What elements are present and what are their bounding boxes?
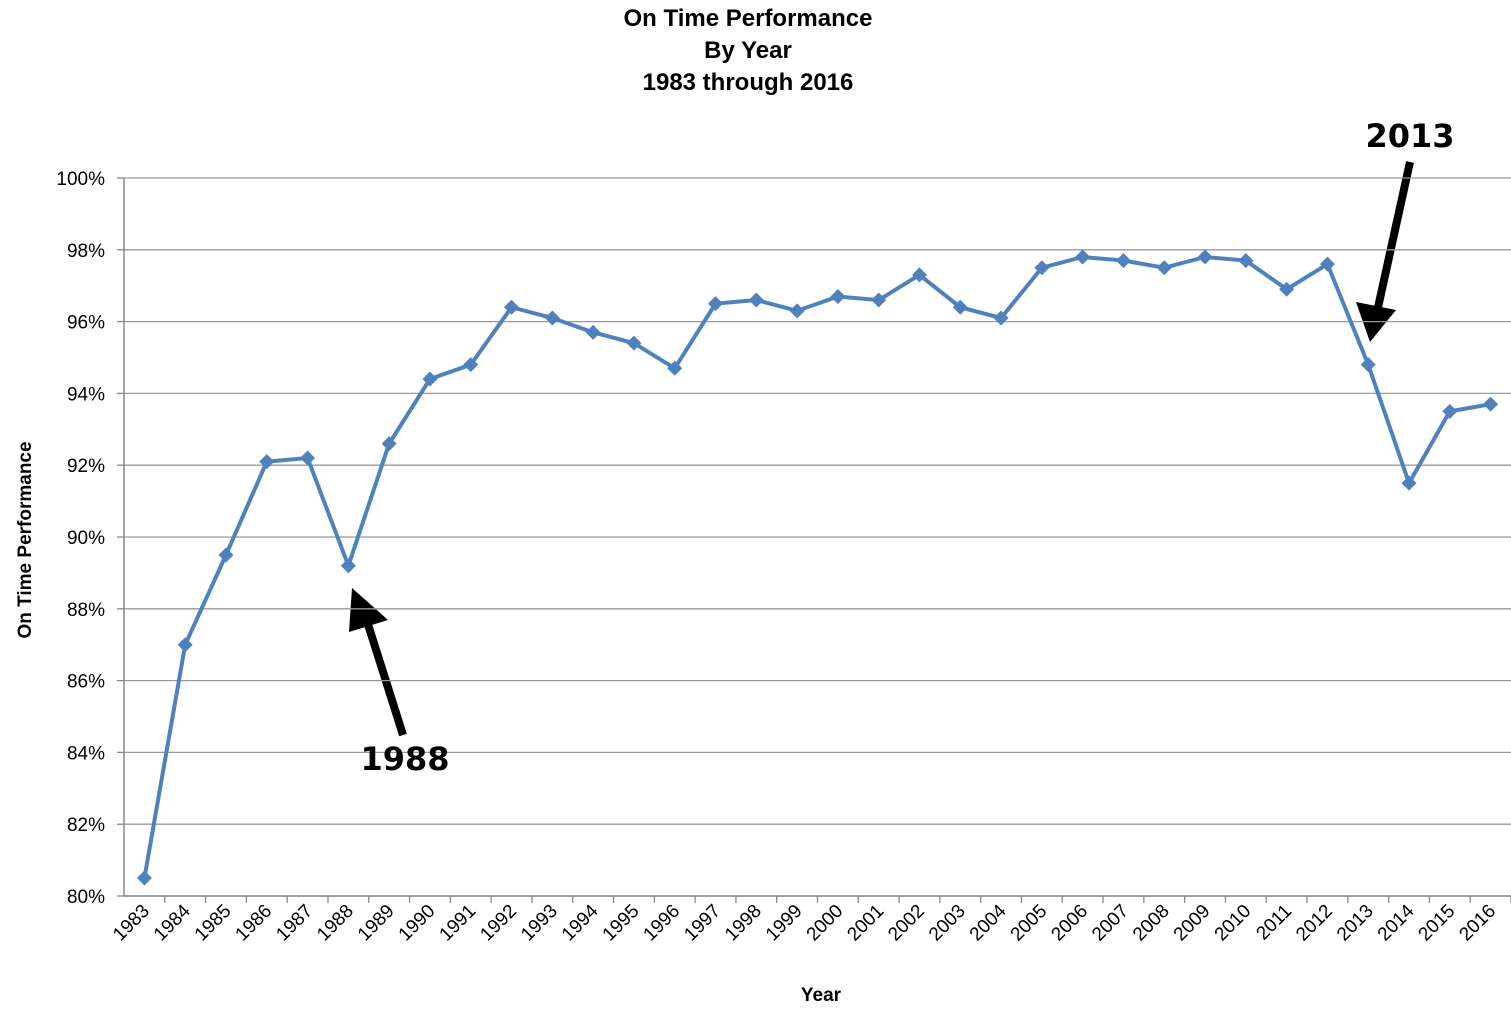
y-tick-label: 80% [67, 887, 105, 908]
data-point [1075, 249, 1091, 265]
data-point [585, 324, 601, 340]
arrow-head [349, 588, 388, 632]
x-tick-label: 2005 [1007, 901, 1052, 946]
data-point [218, 547, 234, 563]
x-tick-label: 1998 [721, 901, 766, 946]
arrows [349, 161, 1414, 737]
x-tick-label: 1994 [558, 900, 603, 945]
data-point [1442, 403, 1458, 419]
data-point [381, 436, 397, 452]
x-tick-label: 2008 [1129, 901, 1174, 946]
x-tick-label: 1984 [150, 900, 195, 945]
x-tick-label: 2012 [1292, 901, 1337, 946]
data-point [1483, 396, 1499, 412]
x-tick-label: 1996 [640, 901, 685, 946]
data-point [463, 357, 479, 373]
data-point [422, 371, 438, 387]
x-tick-label: 2000 [803, 901, 848, 946]
data-point [136, 870, 152, 886]
y-tick-label: 96% [67, 313, 105, 334]
data-point [1319, 256, 1335, 272]
data-point [667, 360, 683, 376]
data-point [544, 310, 560, 326]
data-point [177, 637, 193, 653]
x-tick-label: 2003 [925, 901, 970, 946]
data-point [993, 310, 1009, 326]
data-point [1156, 260, 1172, 276]
arrow [1373, 161, 1414, 313]
x-tick-label: 1985 [191, 901, 236, 946]
data-point [1360, 357, 1376, 373]
y-tick-label: 94% [67, 384, 105, 405]
y-tick-label: 100% [56, 169, 105, 190]
x-tick-label: 2013 [1333, 901, 1378, 946]
y-tick-label: 86% [67, 672, 105, 693]
x-tick-label: 2011 [1252, 901, 1296, 945]
arrow [362, 616, 407, 737]
data-point [1034, 260, 1050, 276]
x-tick-label: 2014 [1374, 900, 1419, 945]
x-tick-label: 1999 [762, 901, 807, 946]
series-line [142, 254, 1491, 879]
x-axis-label: Year [801, 985, 842, 1006]
x-tick-label: 2009 [1170, 901, 1215, 946]
chart-title: On Time Performance [624, 5, 873, 32]
x-tick-label: 2006 [1047, 901, 1092, 946]
data-point [911, 267, 927, 283]
data-point [300, 450, 316, 466]
y-axis-label: On Time Performance [15, 441, 36, 638]
x-tick-label: 1993 [517, 901, 562, 946]
x-tick-label: 2007 [1088, 901, 1133, 946]
x-tick-label: 2015 [1415, 901, 1460, 946]
x-tick-label: 1987 [272, 901, 317, 946]
data-point [871, 292, 887, 308]
x-tick-label: 1988 [313, 901, 358, 946]
x-tick-label: 2010 [1211, 901, 1256, 946]
y-tick-label: 98% [67, 241, 105, 262]
x-tick-label: 2001 [843, 901, 888, 946]
data-point [1238, 253, 1254, 269]
data-point [259, 454, 275, 470]
y-tick-label: 84% [67, 743, 105, 764]
data-point [504, 299, 520, 315]
annotation: 2013 [1365, 117, 1454, 155]
y-tick-label: 82% [67, 815, 105, 836]
x-tick-label: 1989 [354, 901, 399, 946]
data-point [626, 335, 642, 351]
data-point [830, 288, 846, 304]
y-tick-label: 92% [67, 456, 105, 477]
data-point [1197, 249, 1213, 265]
x-tick-label: 1992 [476, 901, 521, 946]
data-point [952, 299, 968, 315]
data-point [789, 303, 805, 319]
x-tick-label: 1991 [436, 901, 481, 946]
x-tick-label: 2002 [884, 901, 929, 946]
x-tick-label: 1995 [599, 901, 644, 946]
y-tick-label: 90% [67, 528, 105, 549]
data-point [1401, 475, 1417, 491]
x-tick-label: 2004 [966, 900, 1011, 945]
data-point [1279, 281, 1295, 297]
annotation: 1988 [360, 740, 449, 778]
data-point [340, 558, 356, 574]
data-point [708, 296, 724, 312]
chart-title: By Year [704, 37, 792, 64]
chart-title: 1983 through 2016 [643, 69, 854, 96]
overlay: On Time Performance By Year 1983 through 2… [15, 5, 1511, 1006]
x-tick-label: 2016 [1455, 901, 1500, 946]
x-tick-label: 1986 [232, 901, 277, 946]
x-tick-label: 1983 [109, 901, 154, 946]
x-tick-label: 1990 [395, 901, 440, 946]
data-point [748, 292, 764, 308]
data-point [1115, 253, 1131, 269]
x-tick-label: 1997 [680, 901, 725, 946]
y-tick-label: 88% [67, 600, 105, 621]
